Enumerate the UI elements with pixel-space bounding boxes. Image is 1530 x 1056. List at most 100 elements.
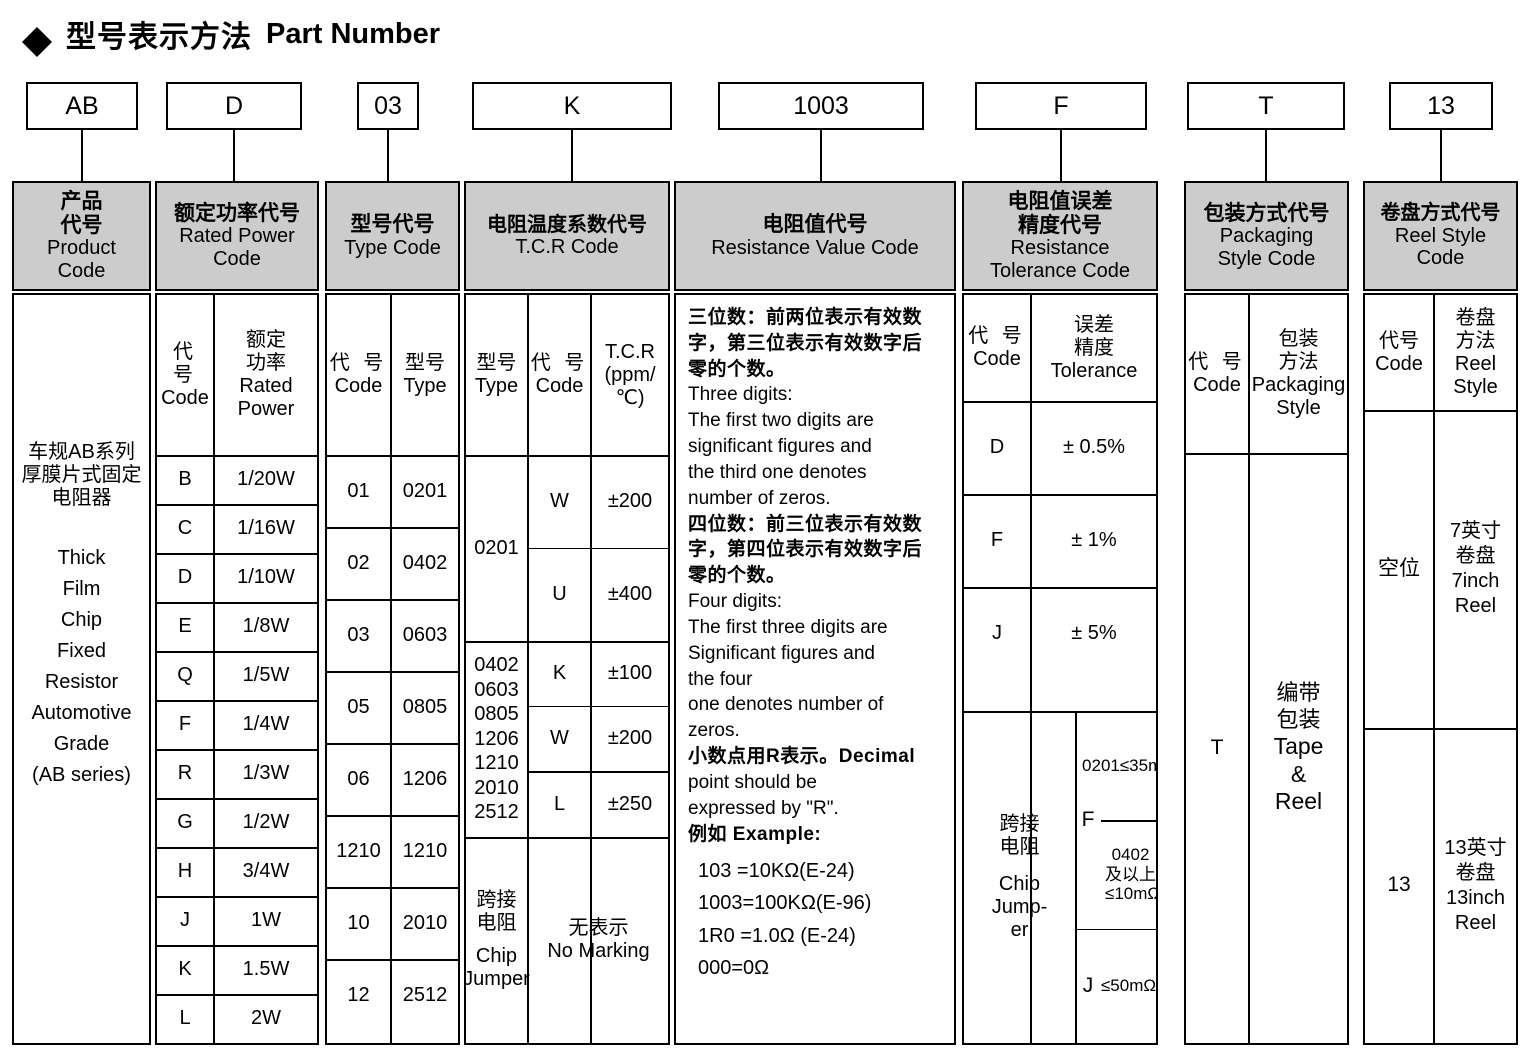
rowline-rp-9 <box>157 896 317 898</box>
rowline-tcr-2 <box>466 641 668 643</box>
connector-tolerance <box>1060 130 1062 182</box>
connector-rated-power <box>233 130 235 182</box>
rp-power-0: 1/20W <box>237 468 295 490</box>
reel-1-cn1: 13英寸 <box>1444 836 1507 859</box>
subheader-reel-en2: Style <box>1453 375 1498 398</box>
tcr-jumper-label: 跨接 电阻 Chip Jumper <box>466 837 530 1043</box>
tcr-g2-val-1: ±200 <box>607 727 653 749</box>
resistance-desc-line-8: 四位数：前三位表示有效数 <box>688 513 923 535</box>
header-product-cn1: 产品 <box>60 190 103 214</box>
product-cn-block: 车规AB系列 厚膜片式固定 电阻器 <box>14 425 149 525</box>
rowline-tol-0 <box>964 401 1156 403</box>
resistance-desc-line-1: 字，第三位表示有效数字后 <box>688 332 923 354</box>
header-product-cn2: 代号 <box>60 213 103 237</box>
subheader-rp-code-cn: 代 号 <box>173 340 197 386</box>
tol-code-0: D <box>989 436 1005 458</box>
resistance-desc-line-2: 零的个数。 <box>688 358 786 380</box>
rp-code-0: B <box>178 468 192 490</box>
subheader-tcr-code: 代 号 Code <box>529 295 590 455</box>
tol-jumper-val-1a: 0402及以上 <box>1105 845 1156 884</box>
rp-power-9: 1W <box>251 909 281 931</box>
reel-1-en2: Reel <box>1454 911 1497 934</box>
header-product-en1: Product <box>47 237 116 260</box>
tol-jumper-en2: Jump- <box>991 895 1048 918</box>
pack-cn1: 编带 <box>1276 680 1321 706</box>
rowline-rp-11 <box>157 994 317 996</box>
tol-val-0: ± 0.5% <box>1062 436 1126 458</box>
rowline-rp-0 <box>157 455 317 457</box>
rp-power-5: 1/4W <box>242 713 290 735</box>
tc-type-3: 0805 <box>402 695 448 718</box>
tc-type-6: 2010 <box>402 911 448 934</box>
tcr-jumper-mark-cn: 无表示 <box>568 917 629 939</box>
reel-code-1: 13 <box>1387 873 1411 897</box>
product-en-4: Fixed <box>57 640 106 662</box>
header-type-code: 型号代号 Type Code <box>325 181 460 291</box>
header-reel-cn: 卷盘方式代号 <box>1380 202 1501 225</box>
resistance-desc-line-14: the four <box>688 668 753 690</box>
subheader-pack-code: 代 号 Code <box>1186 295 1248 453</box>
tcr-g2-type-4: 1210 <box>474 752 519 775</box>
tcr-group2-type: 0402 0603 0805 1206 1210 2010 2512 <box>466 641 527 837</box>
subheader-reel-cn2: 方法 <box>1455 329 1496 352</box>
rp-power-3: 1/8W <box>242 615 290 637</box>
tc-type-4: 1206 <box>402 767 448 790</box>
subheader-tc-code-en: Code <box>334 375 383 397</box>
connector-resistance <box>820 130 822 182</box>
rowline-rp-1 <box>157 504 317 506</box>
divider-reel <box>1433 295 1435 1043</box>
subheader-tcr-value: T.C.R (ppm/℃) <box>592 295 668 455</box>
header-tolerance-cn1: 电阻值误差 <box>1007 190 1113 214</box>
tcr-group1-type: 0201 <box>474 536 519 559</box>
tc-code-2: 03 <box>347 623 370 646</box>
subheader-tcr-code-en: Code <box>535 375 584 397</box>
subheader-pack-code-en: Code <box>1193 374 1241 396</box>
subheader-tc-code-cn: 代 号 <box>329 352 388 374</box>
tc-type-1: 0402 <box>402 551 448 574</box>
column-rated-power: 代 号 Code 额定 功率 Rated Power B 1/20W C 1/1… <box>155 293 319 1045</box>
rowline-rp-2 <box>157 553 317 555</box>
header-packaging-en1: Packaging <box>1219 225 1314 248</box>
header-tolerance-code: 电阻值误差 精度代号 Resistance Tolerance Code <box>962 181 1158 291</box>
subheader-pack-code-cn: 代 号 <box>1188 351 1246 373</box>
tol-code-2: J <box>992 622 1002 644</box>
product-cn3: 电阻器 <box>51 486 112 509</box>
tc-type-0: 0201 <box>402 479 448 502</box>
product-en-7: Grade <box>53 733 110 755</box>
rowline-tc-1 <box>327 527 458 529</box>
subheader-rp-cn2: 功率 <box>246 352 286 374</box>
tc-code-4: 06 <box>347 767 370 790</box>
tc-code-0: 01 <box>347 479 370 502</box>
tcr-g2-code-2: L <box>553 792 566 815</box>
subheader-rated-power-value: 额定 功率 Rated Power <box>215 295 317 455</box>
reel-code-0: 空位 <box>1378 556 1420 580</box>
rowline-tcr-3 <box>529 706 668 707</box>
rp-code-4: Q <box>177 664 193 686</box>
resistance-desc-line-16: zeros. <box>688 720 740 742</box>
subheader-reel-code-en: Code <box>1375 352 1423 375</box>
subheader-tcr-type: 型号 Type <box>466 295 527 455</box>
header-product-code: 产品 代号 Product Code <box>12 181 151 291</box>
tc-code-7: 12 <box>347 983 370 1006</box>
divider-packaging <box>1248 295 1250 1043</box>
tcr-g2-val-2: ±250 <box>607 792 653 815</box>
subheader-tol-cn1: 误差 <box>1074 313 1114 336</box>
pack-style-value: 编带 包装 Tape & Reel <box>1250 453 1347 1043</box>
rowline-rp-6 <box>157 749 317 751</box>
divider-tolerance-jumper <box>1075 711 1077 1043</box>
rp-code-7: G <box>177 811 193 833</box>
rowline-tcr-1 <box>529 548 668 549</box>
tc-code-3: 05 <box>347 695 370 718</box>
rowline-rp-5 <box>157 700 317 702</box>
column-type-code: 代 号 Code 型号 Type 01 0201 02 0402 03 0603… <box>325 293 460 1045</box>
reel-1-en1: 13inch <box>1446 886 1505 909</box>
connector-packaging <box>1265 130 1267 182</box>
resistance-desc-line-20: 例如 Example: <box>688 823 822 845</box>
pack-code: T <box>1210 735 1224 759</box>
rowline-tc-6 <box>327 887 458 889</box>
subheader-pack-cn2: 方法 <box>1278 351 1319 373</box>
resistance-example-0: 103 =10KΩ(E-24) <box>698 860 855 882</box>
subheader-type-type: 型号 Type <box>392 295 458 455</box>
tol-jumper-code-J: J <box>1082 973 1094 997</box>
subheader-reel-code-cn: 代号 <box>1379 329 1419 352</box>
